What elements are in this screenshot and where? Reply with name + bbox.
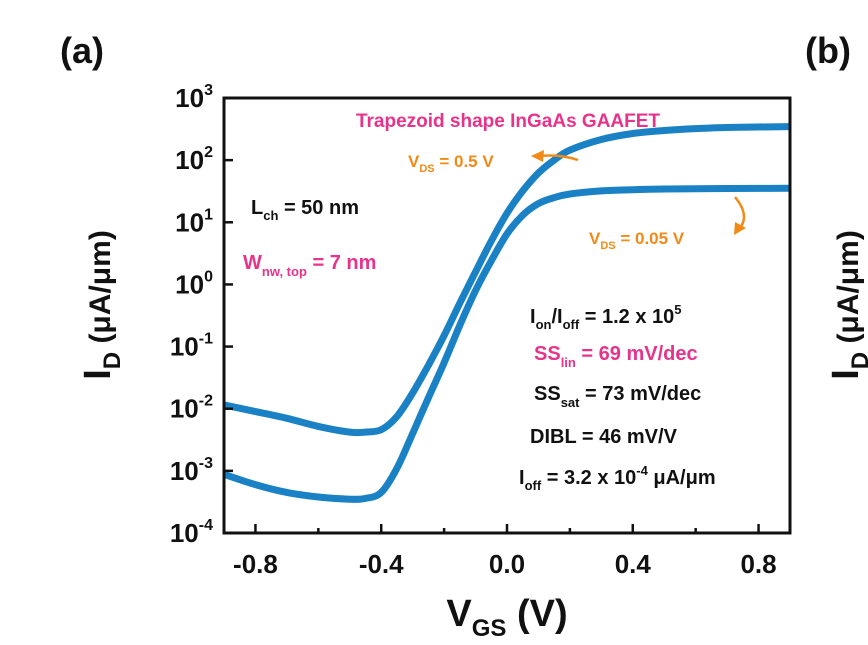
dibl-annotation: DIBL = 46 mV/V — [530, 426, 678, 448]
x-tick-label: -0.8 — [233, 549, 278, 579]
panel-b-y-axis-label: ID (μA/μm) — [825, 230, 868, 380]
y-axis-label: ID (μA/μm) — [77, 230, 126, 380]
x-tick-label: 0.4 — [615, 549, 652, 579]
vds-high-annotation: VDS = 0.5 V — [408, 152, 494, 175]
lch-annotation: Lch = 50 nm — [251, 197, 359, 223]
y-tick-label: 100 — [175, 268, 213, 299]
panel-label-b: (b) — [805, 30, 851, 71]
series-line-1 — [224, 123, 790, 437]
panel-label-a: (a) — [60, 30, 104, 71]
chart-title: Trapezoid shape InGaAs GAAFET — [356, 111, 660, 132]
y-tick-label: 10-2 — [170, 393, 213, 424]
sssat-annotation: SSsat = 73 mV/dec — [534, 383, 701, 410]
vds-low-annotation: VDS = 0.05 V — [589, 229, 685, 252]
y-ticks: 10-4 10-3 10-2 10-1 100 101 102 103 — [170, 82, 233, 548]
curve-group — [224, 123, 790, 503]
sslin-annotation: SSlin = 69 mV/dec — [534, 343, 698, 370]
ion-ioff-annotation: Ion/Ioff = 1.2 x 105 — [530, 302, 682, 332]
y-tick-label: 10-4 — [170, 517, 213, 548]
vds-low-arrowhead — [734, 222, 746, 235]
y-tick-label: 10-3 — [170, 455, 213, 486]
y-tick-label: 103 — [175, 82, 213, 113]
ioff-annotation: Ioff = 3.2 x 10-4 μA/μm — [519, 463, 716, 493]
x-ticks: -0.8 -0.4 0.0 0.4 0.8 — [233, 524, 777, 579]
svg-text:VDS = 0.05 V: VDS = 0.05 V — [589, 229, 685, 252]
y-tick-label: 102 — [175, 144, 213, 175]
vds-high-arrowhead — [531, 150, 544, 162]
svg-text:VDS = 0.5 V: VDS = 0.5 V — [408, 152, 494, 175]
x-tick-label: 0.0 — [489, 549, 525, 579]
y-tick-label: 10-1 — [170, 331, 213, 362]
series-line-2 — [224, 184, 790, 503]
y-tick-label: 101 — [175, 206, 213, 237]
wnw-annotation: Wnw, top = 7 nm — [243, 252, 376, 279]
x-axis-label: VGS (V) — [446, 593, 567, 642]
x-tick-label: -0.4 — [359, 549, 404, 579]
x-tick-label: 0.8 — [740, 549, 776, 579]
